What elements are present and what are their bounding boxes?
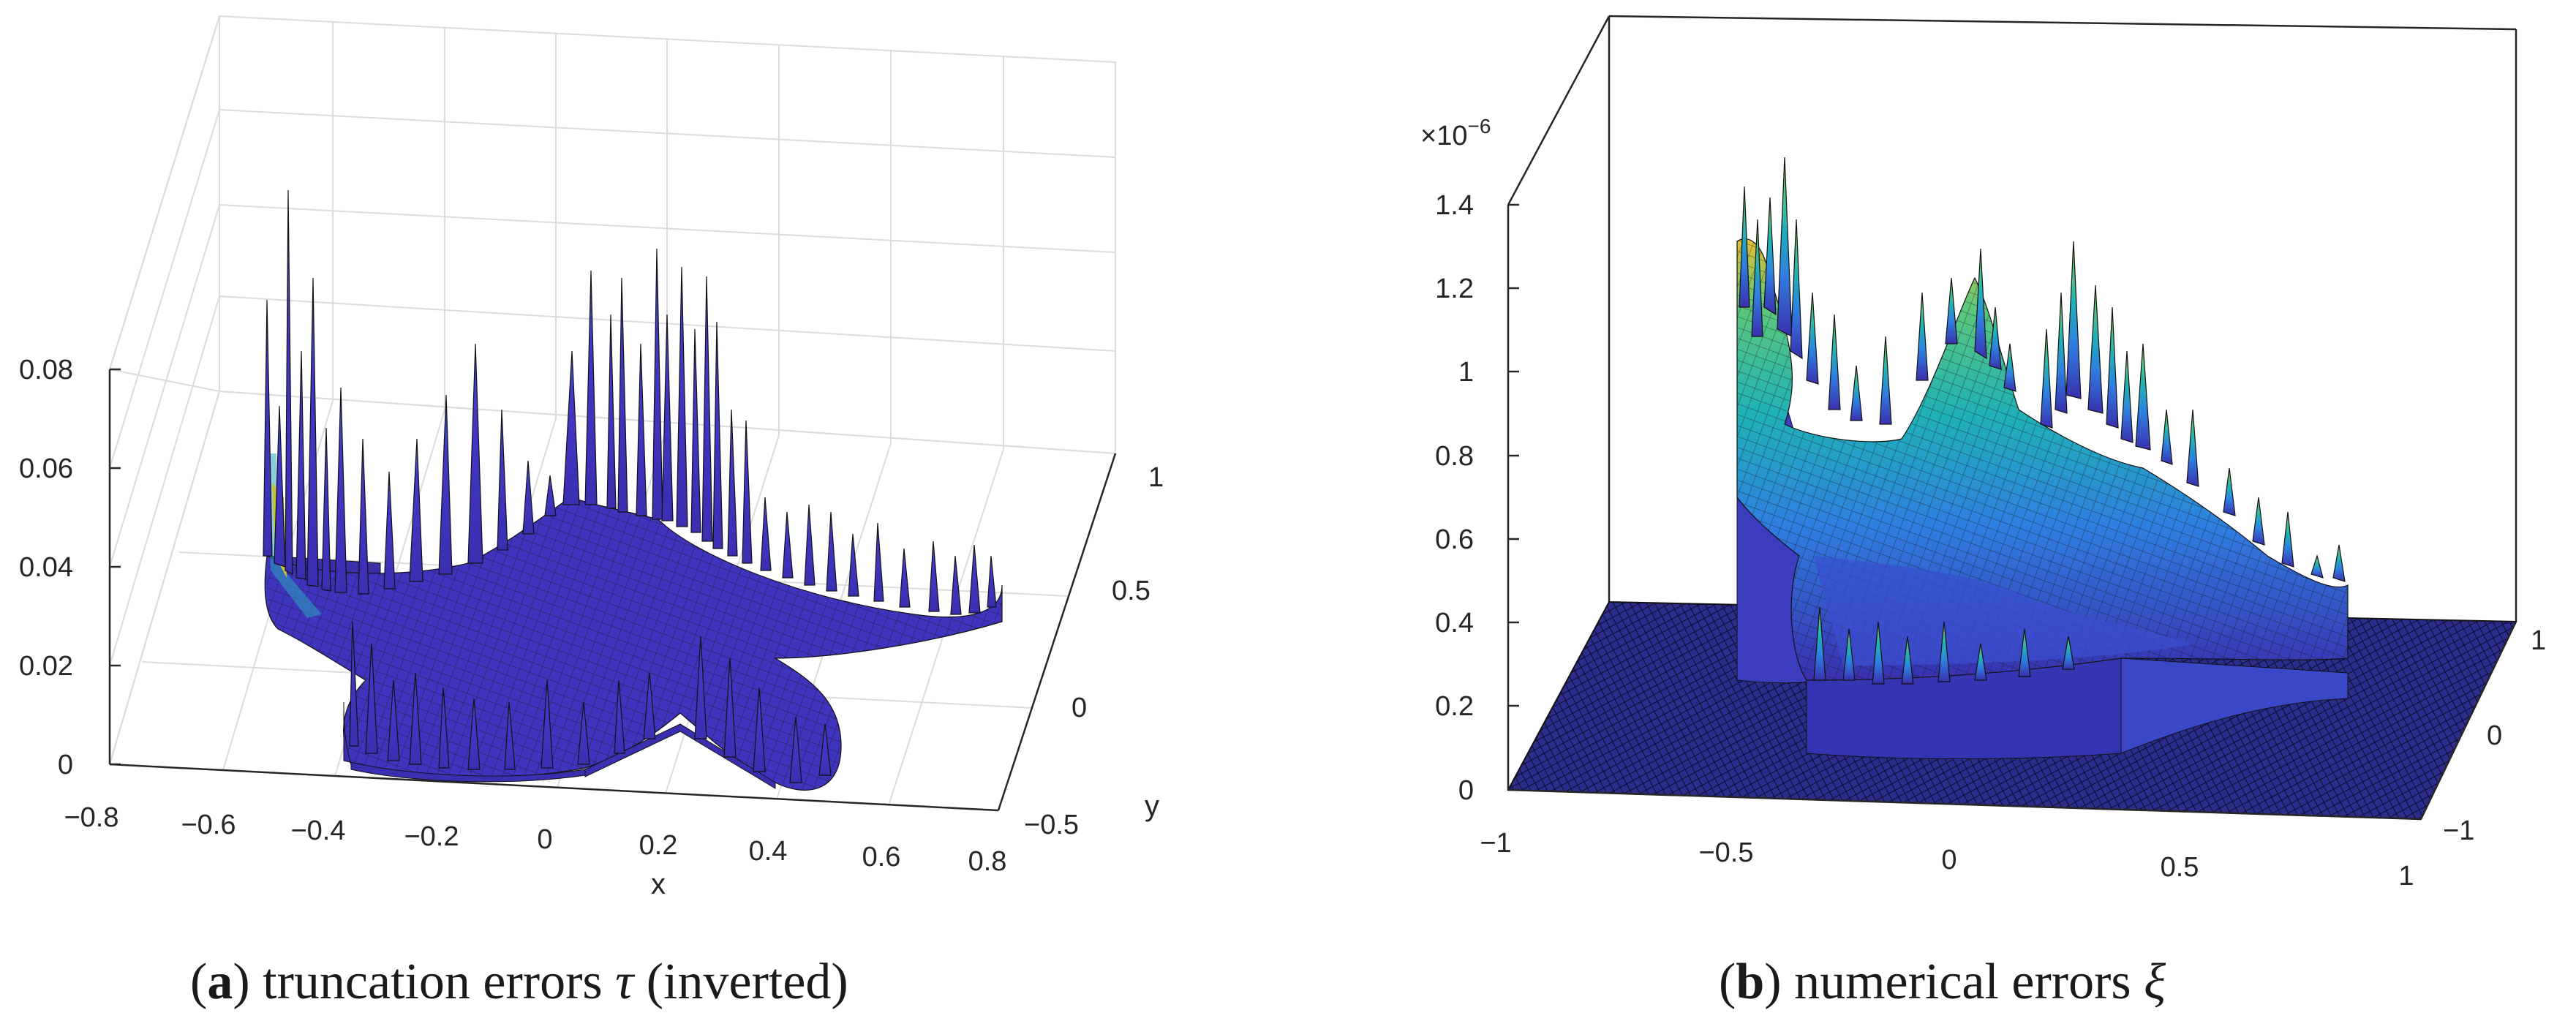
y-axis-label: y (1145, 790, 1159, 822)
y-tick-label: −0.5 (1024, 810, 1079, 840)
panel-b-spikes (1739, 157, 2346, 685)
caption-a: (a) truncation errors τ (inverted) (190, 954, 848, 1010)
panel-a-surface (263, 189, 1003, 791)
panel-a-spikes (263, 189, 997, 783)
z-tick-label: 0.4 (1435, 608, 1474, 638)
z-tick-label: 0.8 (1435, 441, 1474, 472)
panel-b-axes (1507, 205, 2517, 821)
z-tick-label: 0.02 (19, 651, 73, 682)
x-tick-label: 0.8 (968, 846, 1007, 877)
panel-a-z-ticks: 0 0.02 0.04 0.06 0.08 (19, 355, 121, 780)
panel-b-x-ticks: −1 −0.5 0 0.5 1 (1480, 828, 2414, 892)
x-tick-label: −0.2 (404, 821, 459, 852)
panel-a-x-ticks: −0.8 −0.6 −0.4 −0.2 0 0.2 0.4 0.6 0.8 x (64, 802, 1006, 900)
caption-b: (b) numerical errors ξ (1719, 954, 2166, 1010)
panel-b-surface-plot: 0 0.2 0.4 0.6 0.8 1 1.2 1.4 ×10−6 −1 −0.… (1420, 15, 2546, 1010)
x-tick-label: 0 (1941, 845, 1957, 875)
y-tick-label: −1 (2443, 815, 2474, 846)
panel-b-y-ticks: −1 0 1 (2443, 625, 2546, 846)
x-tick-label: 0.4 (749, 836, 788, 867)
x-tick-label: −0.4 (290, 815, 345, 846)
x-tick-label: 0 (537, 824, 552, 855)
z-tick-label: 0.06 (19, 453, 73, 484)
panel-b-caption: (b) numerical errors ξ (1719, 954, 2166, 1010)
z-tick-label: 1.2 (1435, 274, 1474, 304)
x-tick-label: −1 (1480, 828, 1511, 859)
z-tick-label: 0 (1458, 775, 1474, 806)
panel-a-y-ticks: −0.5 0 0.5 1 y (1024, 462, 1164, 840)
x-tick-label: 0.2 (639, 830, 678, 861)
x-tick-label: 0.6 (862, 842, 901, 873)
z-tick-label: 0.6 (1435, 524, 1474, 555)
y-tick-label: 1 (1148, 462, 1164, 493)
y-tick-label: 0.5 (1112, 576, 1150, 606)
z-tick-label: 1.4 (1435, 190, 1474, 221)
x-tick-label: −0.6 (181, 810, 236, 840)
x-tick-label: 1 (2398, 861, 2414, 892)
z-tick-label: 0.04 (19, 552, 73, 583)
panel-a-surface-plot: 0 0.02 0.04 0.06 0.08 −0.8 −0.6 −0.4 −0.… (19, 15, 1164, 1010)
panel-b-surface (1736, 157, 2349, 759)
y-tick-label: 0 (2487, 720, 2502, 751)
z-tick-label: 1 (1458, 357, 1474, 388)
panel-a-caption: (a) truncation errors τ (inverted) (190, 954, 848, 1010)
x-axis-label: x (651, 868, 666, 900)
panel-b-z-ticks: 0 0.2 0.4 0.6 0.8 1 1.2 1.4 ×10−6 (1420, 115, 1519, 806)
panel-b-box (1507, 15, 2517, 622)
y-tick-label: 0 (1072, 693, 1087, 723)
x-tick-label: −0.8 (64, 802, 118, 833)
z-tick-label: 0 (58, 750, 73, 780)
y-tick-label: 1 (2531, 625, 2546, 656)
z-tick-label: 0.08 (19, 355, 73, 385)
x-tick-label: 0.5 (2161, 852, 2199, 883)
z-exponent-label: ×10−6 (1420, 115, 1491, 151)
x-tick-label: −0.5 (1698, 837, 1753, 868)
z-tick-label: 0.2 (1435, 691, 1474, 722)
